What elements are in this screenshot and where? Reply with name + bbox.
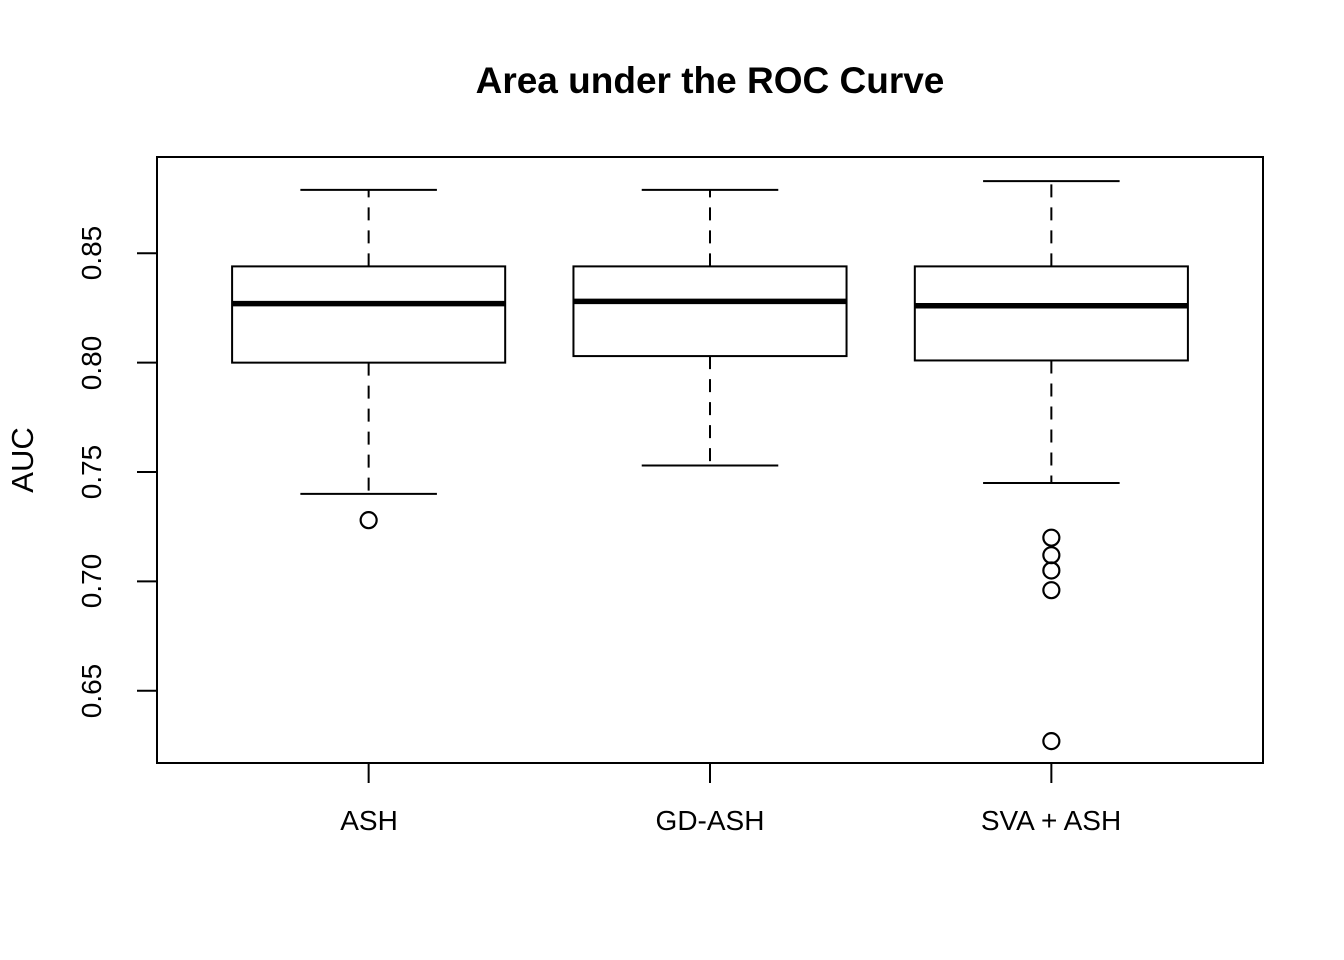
x-category-label: GD-ASH: [655, 805, 765, 836]
outlier-point: [359, 511, 378, 530]
iqr-box: [913, 265, 1189, 362]
outlier-point: [1042, 546, 1061, 565]
chart-title: Area under the ROC Curve: [475, 60, 945, 101]
iqr-box: [231, 265, 507, 364]
x-category-label: SVA + ASH: [980, 805, 1122, 836]
outlier-point: [1042, 561, 1061, 580]
iqr-box: [572, 265, 848, 358]
outlier-point: [1042, 581, 1061, 600]
x-category-label: ASH: [340, 805, 398, 836]
outlier-point: [1042, 528, 1061, 547]
outlier-point: [1042, 732, 1061, 751]
